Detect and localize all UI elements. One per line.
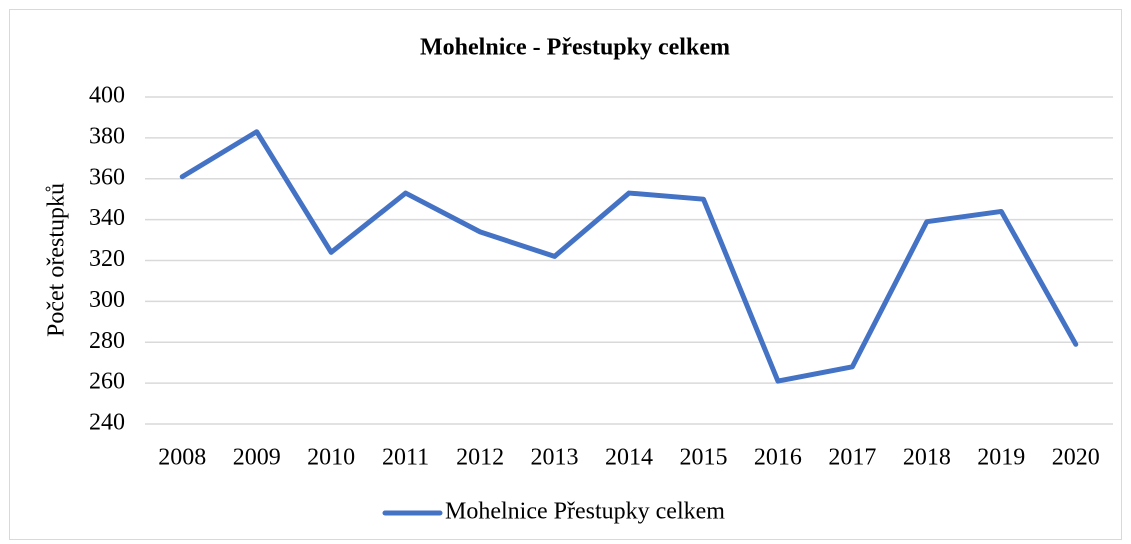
y-tick-label: 360 [89, 164, 125, 190]
x-tick-label: 2011 [382, 445, 429, 471]
data-line [179, 129, 1079, 384]
x-tick-label: 2018 [903, 445, 951, 471]
x-tick-label: 2008 [158, 445, 206, 471]
y-tick-label: 300 [89, 287, 125, 313]
y-tick-label: 380 [89, 123, 125, 149]
y-tick-label: 340 [89, 205, 125, 231]
x-tick-label: 2019 [977, 445, 1025, 471]
y-tick-label: 240 [89, 410, 125, 436]
x-tick-label: 2015 [679, 445, 727, 471]
x-tick-label: 2009 [233, 445, 281, 471]
x-tick-label: 2010 [307, 445, 355, 471]
x-tick-label: 2012 [456, 445, 504, 471]
y-tick-label: 280 [89, 328, 125, 354]
chart-border [9, 9, 1122, 540]
x-tick-label: 2014 [605, 445, 653, 471]
y-tick-label: 400 [89, 83, 125, 109]
y-axis-label: Počet ořestupků [44, 183, 70, 337]
y-tick-label: 260 [89, 369, 125, 395]
x-tick-label: 2020 [1052, 445, 1100, 471]
chart-title: Mohelnice - Přestupky celkem [420, 35, 730, 61]
x-tick-label: 2016 [754, 445, 802, 471]
y-tick-label: 320 [89, 246, 125, 272]
x-tick-label: 2017 [828, 445, 876, 471]
legend-label: Mohelnice Přestupky celkem [445, 499, 725, 525]
x-tick-label: 2013 [531, 445, 579, 471]
